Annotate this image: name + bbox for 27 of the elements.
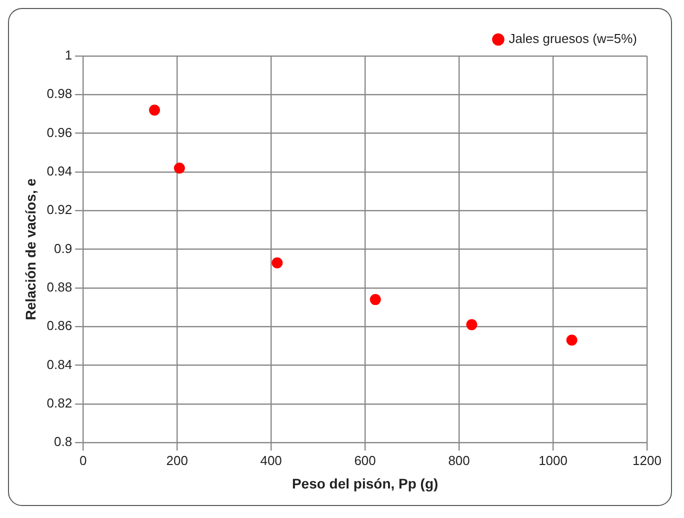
y-tick-label: 0.84 [46,356,72,372]
y-tick-label: 0.92 [46,202,72,218]
y-tick-label: 1 [64,48,72,63]
x-tick-label: 1000 [538,452,568,468]
x-tick-label: 400 [260,452,282,468]
x-tick-label: 200 [166,452,188,468]
x-tick-label: 1200 [632,452,662,468]
point [149,104,160,116]
y-tick-label: 0.86 [46,318,72,334]
y-axis-title: Relación de vacíos, e [22,178,38,320]
x-axis-title: Peso del pisón, Pp (g) [292,475,438,492]
y-tick-label: 0.88 [46,280,72,295]
y-tick-label: 0.82 [46,396,72,411]
point [466,319,478,330]
point [272,257,283,268]
point [174,162,185,174]
y-tick-label: 0.96 [46,124,72,140]
x-tick-label: 600 [354,452,376,468]
legend-label: Jales gruesos (w=5%) [508,31,637,46]
point [566,334,578,346]
y-tick-label: 0.98 [46,86,72,102]
x-tick-label: 0 [79,452,87,468]
y-tick-label: 0.94 [46,164,72,179]
x-tick-label: 800 [448,452,470,468]
y-tick-label: 0.9 [54,240,72,256]
point [370,294,381,306]
y-tick-label: 0.8 [54,434,72,450]
